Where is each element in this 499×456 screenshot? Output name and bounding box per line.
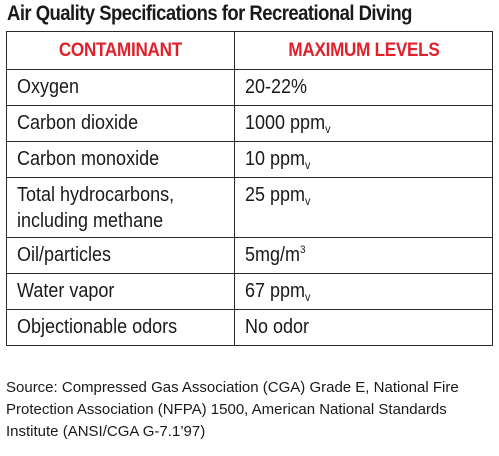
air-quality-table: CONTAMINANT MAXIMUM LEVELS Oxygen 20-22%…	[6, 31, 493, 346]
unit-subscript: v	[305, 157, 311, 172]
contaminant-line: Total hydrocarbons,	[17, 183, 175, 206]
level-value: 25 ppm	[245, 184, 306, 206]
table-row: Total hydrocarbons, including methane 25 …	[6, 177, 493, 238]
column-header-maximum-levels: MAXIMUM LEVELS	[234, 31, 493, 70]
contaminant-line: including methane	[17, 209, 164, 232]
contaminant-cell: Water vapor	[6, 273, 235, 310]
level-cell: 67 ppmv	[234, 273, 493, 310]
contaminant-cell: Total hydrocarbons, including methane	[6, 177, 235, 238]
contaminant-cell: Carbon monoxide	[6, 141, 235, 178]
table-row: Oxygen 20-22%	[6, 69, 493, 106]
table-header-row: CONTAMINANT MAXIMUM LEVELS	[6, 31, 493, 70]
table-row: Objectionable odors No odor	[6, 309, 493, 346]
level-cell: 20-22%	[234, 69, 493, 106]
level-value: 10 ppm	[245, 147, 306, 170]
table-row: Carbon monoxide 10 ppmv	[6, 141, 493, 178]
level-cell: 10 ppmv	[234, 141, 493, 178]
table-row: Water vapor 67 ppmv	[6, 273, 493, 310]
level-cell: 1000 ppmv	[234, 105, 493, 142]
unit-subscript: v	[325, 121, 331, 136]
unit-subscript: v	[305, 289, 311, 304]
unit-subscript: v	[305, 194, 311, 208]
contaminant-cell: Objectionable odors	[6, 309, 235, 346]
table-row: Oil/particles 5mg/m3	[6, 237, 493, 274]
level-cell: 5mg/m3	[234, 237, 493, 274]
column-header-contaminant: CONTAMINANT	[6, 31, 235, 70]
contaminant-cell: Oxygen	[6, 69, 235, 106]
level-value: 67 ppm	[245, 279, 306, 302]
source-note: Source: Compressed Gas Association (CGA)…	[6, 379, 459, 440]
unit-superscript: 3	[300, 244, 306, 256]
level-cell: 25 ppmv	[234, 177, 493, 238]
level-value: 5mg/m	[245, 244, 301, 266]
contaminant-cell: Carbon dioxide	[6, 105, 235, 142]
contaminant-cell: Oil/particles	[6, 237, 235, 274]
table-row: Carbon dioxide 1000 ppmv	[6, 105, 493, 142]
level-value: 1000 ppm	[245, 111, 326, 134]
level-cell: No odor	[234, 309, 493, 346]
page-title: Air Quality Specifications for Recreatio…	[7, 2, 412, 25]
